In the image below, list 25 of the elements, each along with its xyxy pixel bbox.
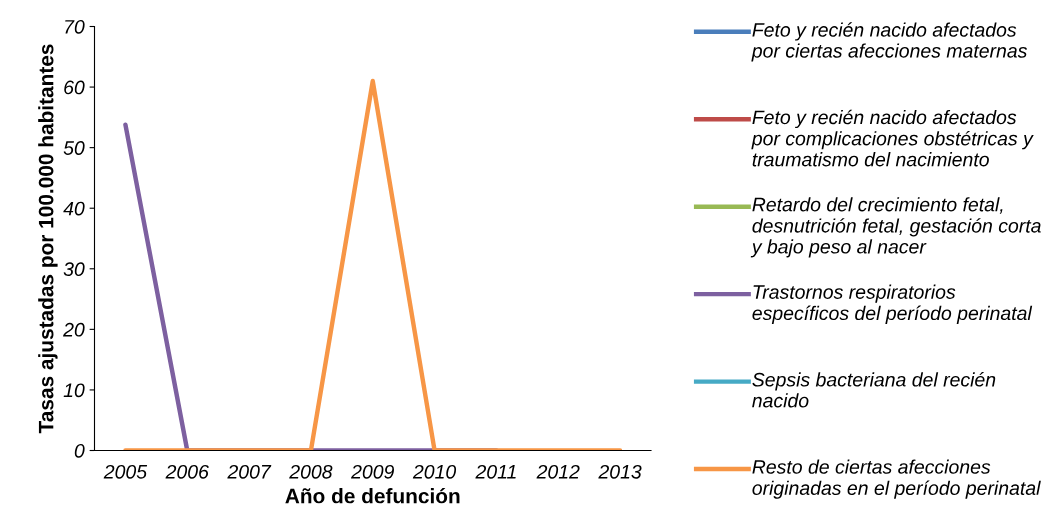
legend-label: Sepsis bacteriana del recién nacido (752, 372, 996, 408)
legend-label: Resto de ciertas afecciones originadas en el período perinatal (752, 459, 1041, 499)
x-tick-label: 2007 (227, 464, 272, 479)
legend-label: Retardo del crecimiento fetal, desnutrición fetal, gestación corta y bajo peso al nacer (750, 197, 1041, 258)
y-tick-label: 50 (63, 141, 85, 155)
legend-label: Feto y recién nacido afectados por complicaciones obstétricas y traumatismo del nacimiento (751, 109, 1034, 167)
legend-label: Feto y recién nacido afectados por ciertas afecciones maternas (751, 22, 1027, 62)
y-tick-label: 40 (63, 201, 85, 216)
x-tick-label: 2005 (103, 464, 148, 479)
y-tick-label: 60 (64, 80, 85, 95)
y-tick-label: 0 (74, 443, 85, 458)
y-tick-label: 10 (63, 383, 85, 398)
y-tick-label: 70 (65, 19, 85, 34)
x-axis-title: Año de defunción (285, 487, 460, 504)
x-tick-label: 2008 (289, 464, 333, 479)
y-axis-title: Tasas ajustadas por 100.000 habitantes (38, 44, 58, 434)
x-tick-label: 2012 (536, 464, 580, 479)
x-tick-label: 2006 (165, 464, 209, 479)
legend-label: Trastornos respiratorios específicos del período perinatal (752, 284, 1033, 324)
y-tick-label: 20 (63, 322, 85, 337)
y-tick-label: 30 (63, 262, 85, 277)
x-tick-label: 2013 (598, 464, 642, 479)
x-tick-label: 2011 (475, 464, 516, 479)
x-tick-label: 2010 (412, 464, 457, 479)
x-tick-label: 2009 (351, 464, 394, 479)
